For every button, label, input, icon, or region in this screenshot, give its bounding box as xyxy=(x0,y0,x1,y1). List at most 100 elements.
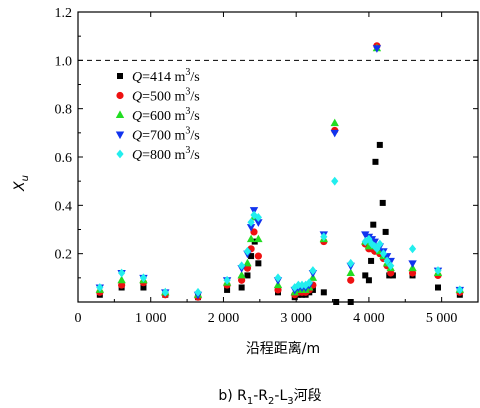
data-point xyxy=(117,275,126,284)
data-point xyxy=(456,285,464,295)
data-point xyxy=(382,228,389,235)
legend-entry-text: =500 m xyxy=(142,90,185,105)
data-point xyxy=(244,272,251,279)
y-tick-label: 0.6 xyxy=(55,151,73,166)
legend-entry-superscript: 3 xyxy=(185,87,190,98)
data-point xyxy=(161,287,169,297)
legend-entry-superscript: 3 xyxy=(185,67,190,78)
data-point xyxy=(347,258,355,268)
data-point xyxy=(373,244,381,254)
legend-entry-text: =414 m xyxy=(142,70,185,85)
x-tick-label: 4 000 xyxy=(353,311,385,326)
legend-entry: Q=800 m3/s xyxy=(132,145,200,163)
data-point xyxy=(368,257,375,264)
data-point xyxy=(387,269,395,277)
caption-mid1: -R xyxy=(253,388,268,404)
legend-entry-superscript: 3 xyxy=(185,106,190,117)
data-point xyxy=(247,217,255,227)
data-point xyxy=(347,299,354,305)
x-tick-label: 3 000 xyxy=(280,311,312,326)
data-point xyxy=(371,242,379,251)
data-point xyxy=(274,286,282,294)
legend-entry-superscript: 3 xyxy=(185,126,190,137)
data-point xyxy=(118,281,126,289)
caption-sub2: 2 xyxy=(268,396,274,407)
data-point xyxy=(246,234,256,243)
data-point xyxy=(302,280,310,290)
data-point xyxy=(238,261,246,271)
data-point xyxy=(254,252,262,260)
x-axis-title: 沿程距离/m xyxy=(246,340,320,357)
data-point xyxy=(140,284,147,291)
legend-entry-unit: /s xyxy=(190,109,199,124)
data-point xyxy=(372,158,379,165)
data-point xyxy=(379,249,388,259)
legend-entry-text: =800 m xyxy=(142,148,185,163)
caption-sub3: 3 xyxy=(287,396,293,407)
data-point xyxy=(376,239,384,249)
y-axis-title-subscript: u xyxy=(20,175,31,181)
data-point xyxy=(246,224,256,232)
legend-entry: Q=414 m3/s xyxy=(132,67,200,85)
data-point xyxy=(365,277,372,284)
figure-caption: b) R1-R2-L3河段 xyxy=(218,388,321,407)
data-point xyxy=(320,289,327,296)
y-axis-title-main: X xyxy=(12,181,28,192)
data-points-group xyxy=(95,42,465,305)
data-point xyxy=(274,273,282,283)
data-point xyxy=(309,266,317,275)
x-tick-label: 5 000 xyxy=(426,311,458,326)
data-point xyxy=(372,45,382,53)
data-point xyxy=(254,213,262,222)
data-point xyxy=(248,253,255,260)
data-point xyxy=(331,176,339,186)
data-point xyxy=(238,284,245,291)
y-axis-title: Xu xyxy=(12,175,31,192)
data-point xyxy=(408,244,417,254)
axes-group: 0 1 000 2 000 3 000 4 000 5 000 0.2 0.4 0.6 0.8 1.… xyxy=(55,6,479,326)
data-point xyxy=(330,118,339,127)
data-point xyxy=(361,231,370,239)
caption-mid2: -L xyxy=(274,388,287,404)
data-point xyxy=(408,269,417,277)
data-point xyxy=(365,234,373,244)
caption-suffix: 河段 xyxy=(294,388,322,404)
data-point xyxy=(320,232,328,242)
caption-sub1: 1 xyxy=(247,396,253,407)
y-tick-label: 1.2 xyxy=(55,6,73,21)
data-point xyxy=(387,261,395,271)
legend-entry: Q=500 m3/s xyxy=(132,87,200,105)
legend-entry-text: =700 m xyxy=(142,129,185,144)
data-point xyxy=(291,283,299,292)
series-5 xyxy=(96,176,464,297)
data-point xyxy=(224,286,231,293)
data-point xyxy=(237,270,246,279)
legend-entry-italic: Q xyxy=(132,70,142,85)
legend-entry-superscript: 3 xyxy=(185,145,190,156)
legend-marker xyxy=(115,110,125,118)
data-point xyxy=(376,141,383,148)
data-point xyxy=(330,129,339,138)
legend-entry-italic: Q xyxy=(132,148,142,163)
legend-entry-unit: /s xyxy=(190,129,199,144)
legend-entry-unit: /s xyxy=(190,70,199,85)
caption-prefix: b) R xyxy=(218,388,247,404)
data-point xyxy=(194,287,202,297)
data-point xyxy=(408,260,417,268)
data-point xyxy=(254,219,263,227)
data-point xyxy=(435,284,441,291)
x-tick-label: 2 000 xyxy=(208,311,240,326)
legend-marker xyxy=(116,91,124,100)
legend: Q=414 m3/sQ=500 m3/sQ=600 m3/sQ=700 m3/s… xyxy=(115,67,200,163)
y-tick-label: 0.2 xyxy=(55,248,73,263)
data-point xyxy=(434,266,442,275)
legend-entry-unit: /s xyxy=(190,148,199,163)
data-point xyxy=(362,272,369,279)
x-tick-label: 1 000 xyxy=(135,311,167,326)
data-point xyxy=(361,237,369,246)
data-point xyxy=(383,256,391,266)
data-point xyxy=(250,228,258,236)
data-point xyxy=(238,276,246,284)
